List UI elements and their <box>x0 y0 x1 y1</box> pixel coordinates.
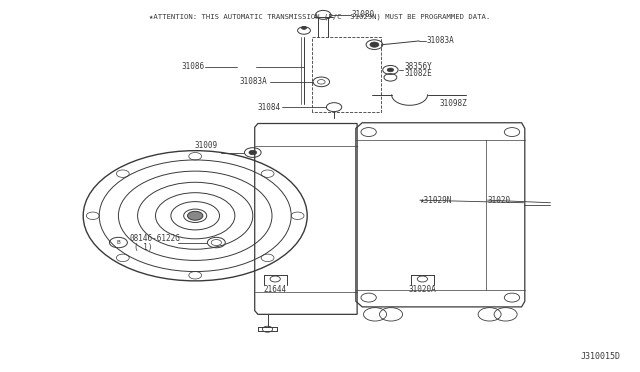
Text: 31020: 31020 <box>488 196 511 205</box>
Text: 31083A: 31083A <box>239 77 267 86</box>
Text: 31082E: 31082E <box>404 69 432 78</box>
Circle shape <box>370 42 379 47</box>
Text: 31083A: 31083A <box>427 36 454 45</box>
Text: 31009: 31009 <box>195 141 218 150</box>
Text: 31020A: 31020A <box>408 285 436 294</box>
Text: ( 1): ( 1) <box>134 243 153 251</box>
Text: 21644: 21644 <box>264 285 287 294</box>
Text: 31080: 31080 <box>352 10 375 19</box>
Text: 31084: 31084 <box>257 103 280 112</box>
Text: ★31029N: ★31029N <box>420 196 452 205</box>
Circle shape <box>249 150 257 155</box>
Text: B: B <box>116 240 120 245</box>
Text: 31086: 31086 <box>182 62 205 71</box>
Text: J310015D: J310015D <box>581 352 621 361</box>
Text: 08146-6122G: 08146-6122G <box>129 234 180 243</box>
Text: 38356Y: 38356Y <box>404 62 432 71</box>
Circle shape <box>188 211 203 220</box>
Text: ★ATTENTION: THIS AUTOMATIC TRANSMISSION (P/C  31029N) MUST BE PROGRAMMED DATA.: ★ATTENTION: THIS AUTOMATIC TRANSMISSION … <box>149 13 491 20</box>
Text: 31098Z: 31098Z <box>439 99 467 108</box>
Circle shape <box>301 26 307 29</box>
Circle shape <box>387 68 394 72</box>
